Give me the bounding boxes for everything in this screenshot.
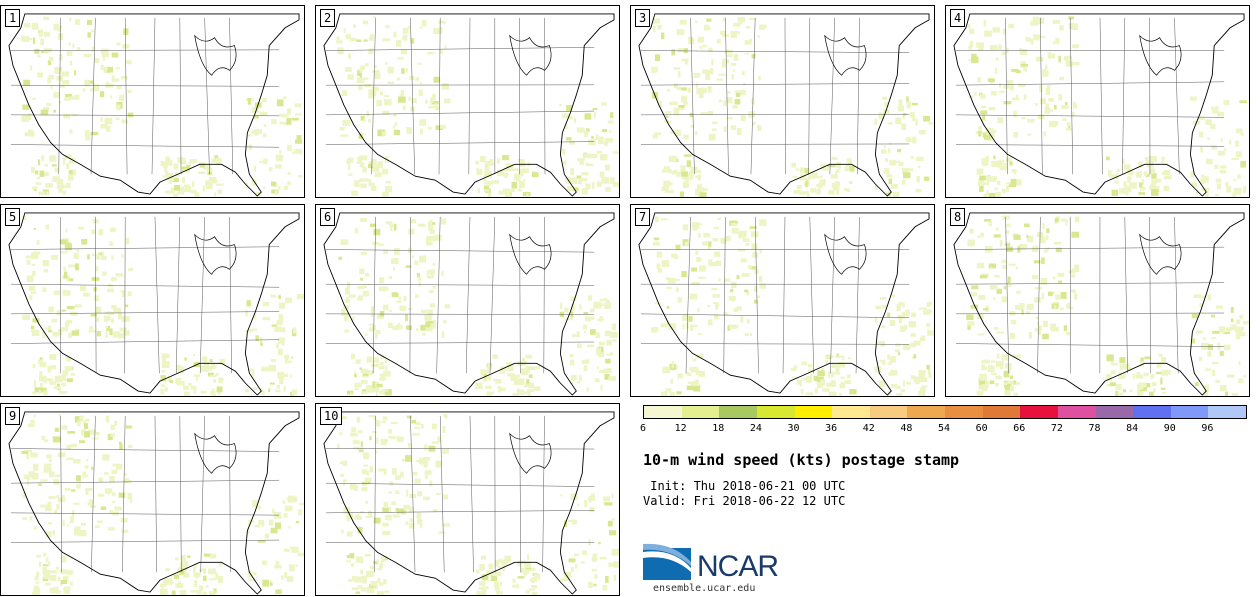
ncar-logo-icon: [643, 543, 691, 580]
legend-swatch: [982, 406, 1021, 418]
legend-tick-label: 30: [787, 423, 800, 434]
legend-colorbar: [643, 405, 1247, 419]
stamp-number: 10: [320, 407, 343, 425]
legend-tick-label: 24: [749, 423, 762, 434]
legend-tick-label: 66: [1013, 423, 1026, 434]
legend-tick-label: 60: [975, 423, 988, 434]
legend-swatch: [1170, 406, 1209, 418]
legend-tick-label: 96: [1201, 423, 1214, 434]
stamp-panel-7: 7: [630, 204, 935, 397]
legend-swatch: [794, 406, 833, 418]
legend-swatch: [1208, 406, 1246, 418]
us-map-icon: [638, 212, 934, 396]
stamp-number: 3: [635, 9, 651, 27]
map-title: 10-m wind speed (kts) postage stamp: [643, 451, 960, 469]
stamp-panel-8: 8: [945, 204, 1250, 397]
stamp-number: 7: [635, 208, 651, 226]
legend-tick-label: 18: [712, 423, 725, 434]
legend-swatch: [945, 406, 983, 418]
stamp-panel-3: 3: [630, 5, 935, 198]
legend-swatch: [1057, 406, 1096, 418]
legend-tick-label: 78: [1088, 423, 1101, 434]
valid-time: Valid: Fri 2018-06-22 12 UTC: [643, 494, 846, 508]
legend-tick-label: 6: [639, 423, 647, 434]
legend-tick-label: 84: [1126, 423, 1139, 434]
legend-tick-label: 42: [862, 423, 875, 434]
legend-swatch: [1133, 406, 1171, 418]
stamp-number: 9: [5, 407, 21, 425]
legend-swatch: [719, 406, 757, 418]
us-map-icon: [323, 411, 619, 595]
stamp-number: 4: [950, 9, 966, 27]
legend-swatch: [907, 406, 945, 418]
stamp-number: 1: [5, 9, 21, 27]
legend-ticks: 6 12 18 24 30 36 42 48 54 60 66 72 78 84 90 96: [639, 419, 1247, 435]
us-map-icon: [323, 212, 618, 396]
init-time: Init: Thu 2018-06-21 00 UTC: [643, 479, 846, 493]
us-map-icon: [953, 212, 1249, 396]
legend-swatch: [681, 406, 720, 418]
color-legend: 6 12 18 24 30 36 42 48 54 60 66 72 78 84 90 96: [639, 405, 1247, 435]
stamp-panel-10: 10: [315, 403, 620, 596]
stamp-panel-6: 6: [315, 204, 620, 397]
legend-tick-label: 12: [674, 423, 687, 434]
logo-url: ensemble.ucar.edu: [653, 583, 756, 594]
legend-tick-label: 48: [900, 423, 913, 434]
legend-swatch: [1020, 406, 1058, 418]
legend-tick-label: 36: [825, 423, 838, 434]
legend-tick-label: 54: [937, 423, 951, 434]
legend-swatch: [869, 406, 908, 418]
stamp-number: 6: [320, 208, 336, 226]
stamp-number: 8: [950, 208, 966, 226]
time-info: Init: Thu 2018-06-21 00 UTC Valid: Fri 20…: [643, 479, 845, 509]
legend-swatch: [832, 406, 870, 418]
stamp-panel-1: 1: [0, 5, 305, 198]
stamp-panel-4: 4: [945, 5, 1250, 198]
stamp-number: 2: [320, 9, 336, 27]
us-map-icon: [323, 13, 619, 197]
us-map-icon: [8, 13, 303, 197]
legend-swatch: [756, 406, 795, 418]
legend-tick-label: 72: [1050, 423, 1063, 434]
us-map-icon: [8, 411, 304, 595]
stamp-number: 5: [5, 208, 21, 226]
legend-swatch: [644, 406, 682, 418]
legend-tick-label: 90: [1163, 423, 1176, 434]
stamp-panel-5: 5: [0, 204, 305, 397]
stamp-panel-2: 2: [315, 5, 620, 198]
us-map-icon: [953, 13, 1247, 197]
us-map-icon: [8, 212, 304, 396]
us-map-icon: [638, 13, 934, 197]
legend-swatch: [1095, 406, 1134, 418]
stamp-panel-9: 9: [0, 403, 305, 596]
ncar-logo-text: NCAR: [697, 550, 779, 583]
